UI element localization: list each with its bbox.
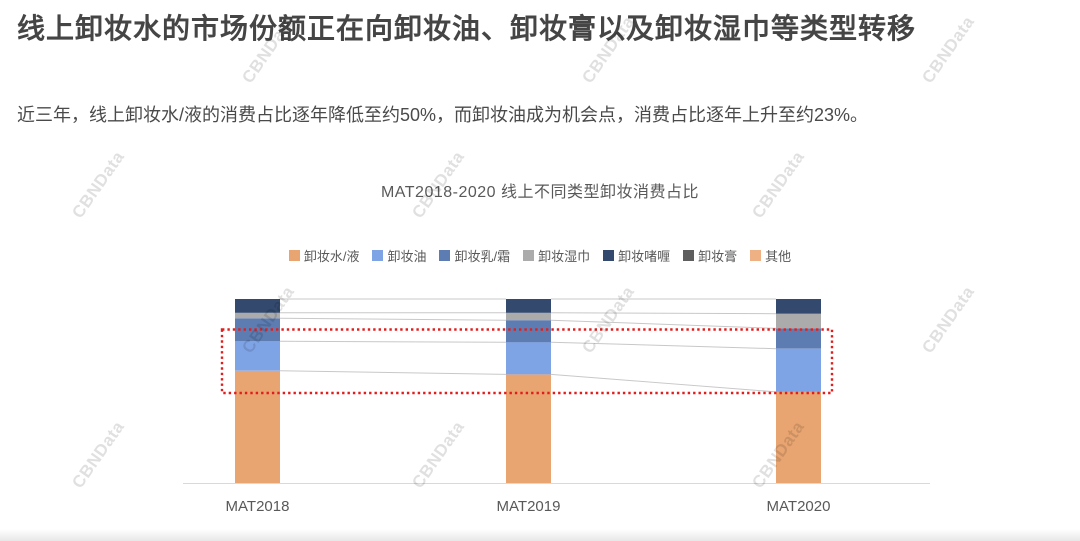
legend-item: 卸妆膏 — [683, 246, 737, 265]
page-subtitle: 近三年，线上卸妆水/液的消费占比逐年降低至约50%，而卸妆油成为机会点，消费占比… — [17, 105, 869, 125]
bar-segment — [776, 299, 821, 314]
legend-label: 卸妆膏 — [698, 249, 738, 264]
legend-swatch-icon — [603, 250, 615, 261]
bar-segment — [235, 341, 280, 371]
connector-line — [279, 340, 507, 343]
bar-segment — [506, 342, 551, 375]
connector-line — [279, 317, 507, 321]
legend-label: 卸妆油 — [387, 249, 427, 264]
legend-item: 卸妆油 — [372, 246, 426, 265]
bottom-edge-divider — [0, 529, 1080, 541]
bar-segment — [235, 312, 280, 319]
legend-label: 其他 — [765, 249, 792, 264]
bar-segment — [776, 328, 821, 349]
bar-segment — [776, 348, 821, 392]
legend-item: 卸妆乳/霜 — [439, 246, 510, 265]
bar-segment — [235, 299, 280, 313]
legend-swatch-icon — [523, 250, 535, 261]
connector-line — [550, 373, 777, 393]
x-axis-label: MAT2018 — [226, 498, 290, 515]
legend-item: 卸妆啫喱 — [603, 246, 670, 265]
chart-title: MAT2018-2020 线上不同类型卸妆消费占比 — [380, 184, 700, 201]
legend-item: 卸妆水/液 — [288, 246, 360, 265]
connector-line — [550, 312, 777, 315]
legend-swatch-icon — [750, 250, 762, 261]
legend-label: 卸妆水/液 — [303, 249, 360, 264]
legend-swatch-icon — [683, 250, 695, 261]
x-axis-label: MAT2020 — [767, 498, 831, 515]
page-title: 线上卸妆水的市场份额正在向卸妆油、卸妆膏以及卸妆湿巾等类型转移 — [17, 13, 917, 44]
chart-legend: 卸妆水/液 卸妆油 卸妆乳/霜 卸妆湿巾 卸妆啫喱 卸妆膏 其他 — [0, 246, 1080, 265]
bar-segment — [506, 374, 551, 483]
bar-segment — [235, 370, 280, 483]
legend-swatch-icon — [439, 250, 451, 261]
legend-label: 卸妆啫喱 — [618, 249, 671, 264]
bar-segment — [506, 312, 551, 321]
legend-item: 其他 — [750, 246, 791, 265]
connector-line — [550, 319, 777, 329]
highlight-rect — [220, 328, 834, 395]
legend-swatch-icon — [288, 250, 300, 261]
bar-segment — [506, 299, 551, 313]
bar-segment — [506, 320, 551, 343]
connector-line — [550, 341, 777, 350]
x-axis-label: MAT2019 — [497, 498, 561, 515]
bar-segment — [235, 318, 280, 342]
legend-label: 卸妆湿巾 — [538, 249, 591, 264]
bar-segment — [776, 391, 821, 483]
legend-label: 卸妆乳/霜 — [454, 249, 511, 264]
connector-line — [279, 370, 507, 375]
legend-item: 卸妆湿巾 — [523, 246, 590, 265]
bar-segment — [776, 313, 821, 329]
legend-swatch-icon — [372, 250, 384, 261]
